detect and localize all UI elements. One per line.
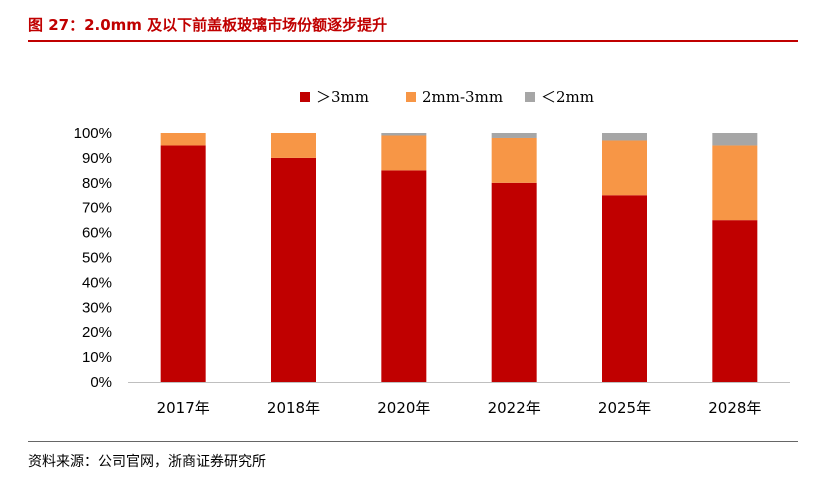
bar-segment — [160, 145, 206, 382]
y-tick-label: 40% — [82, 274, 112, 291]
x-tick-label: 2028年 — [708, 399, 761, 417]
source-note: 资料来源：公司官网，浙商证券研究所 — [28, 454, 266, 470]
y-tick-label: 10% — [82, 349, 112, 366]
source-rule — [28, 441, 798, 442]
bar-segment — [271, 157, 316, 382]
bar-segment — [602, 133, 647, 141]
x-tick-label: 2018年 — [267, 399, 320, 417]
legend-swatch — [406, 92, 416, 102]
y-tick-label: 80% — [82, 175, 112, 192]
bar-segment — [491, 133, 537, 138]
x-tick-label: 2022年 — [488, 399, 541, 417]
x-axis: 2017年 2018年 2020年 2022年 2025年 2028年 — [128, 382, 790, 417]
legend-swatch — [300, 92, 310, 102]
y-tick-label: 90% — [82, 150, 112, 167]
bar-segment — [712, 133, 758, 146]
legend-swatch — [525, 92, 535, 102]
y-tick-label: 50% — [82, 250, 112, 267]
y-tick-label: 20% — [82, 324, 112, 341]
figure-title: 图 27：2.0mm 及以下前盖板玻璃市场份额逐步提升 — [28, 16, 388, 34]
bar-segment — [381, 135, 427, 171]
x-tick-label: 2020年 — [377, 399, 430, 417]
title-rule — [28, 40, 798, 42]
legend-label: 2mm-3mm — [422, 88, 503, 106]
legend-label: ＞3mm — [316, 88, 369, 106]
bar-segment — [602, 140, 647, 196]
bar-segment — [712, 145, 758, 221]
bars — [160, 133, 758, 382]
bar-segment — [602, 195, 647, 382]
y-tick-label: 0% — [90, 374, 112, 391]
bar-segment — [381, 170, 427, 382]
bar-segment — [381, 133, 427, 136]
y-tick-label: 30% — [82, 299, 112, 316]
chart-legend: ＞3mm 2mm-3mm ＜2mm — [300, 88, 594, 106]
bar-segment — [491, 182, 537, 382]
y-tick-label: 100% — [74, 125, 112, 142]
x-tick-label: 2025年 — [598, 399, 651, 417]
bar-segment — [491, 137, 537, 183]
stacked-bar-chart: ＞3mm 2mm-3mm ＜2mm 0% 10% 20% 30% 40% 50% 60% 70% 8… — [74, 88, 790, 417]
bar-segment — [271, 133, 316, 158]
y-tick-label: 60% — [82, 225, 112, 242]
y-axis: 0% 10% 20% 30% 40% 50% 60% 70% 80% 90% 100% — [74, 125, 112, 391]
x-tick-label: 2017年 — [157, 399, 210, 417]
legend-label: ＜2mm — [541, 88, 594, 106]
y-tick-label: 70% — [82, 200, 112, 217]
bar-segment — [712, 220, 758, 382]
bar-segment — [160, 133, 206, 146]
